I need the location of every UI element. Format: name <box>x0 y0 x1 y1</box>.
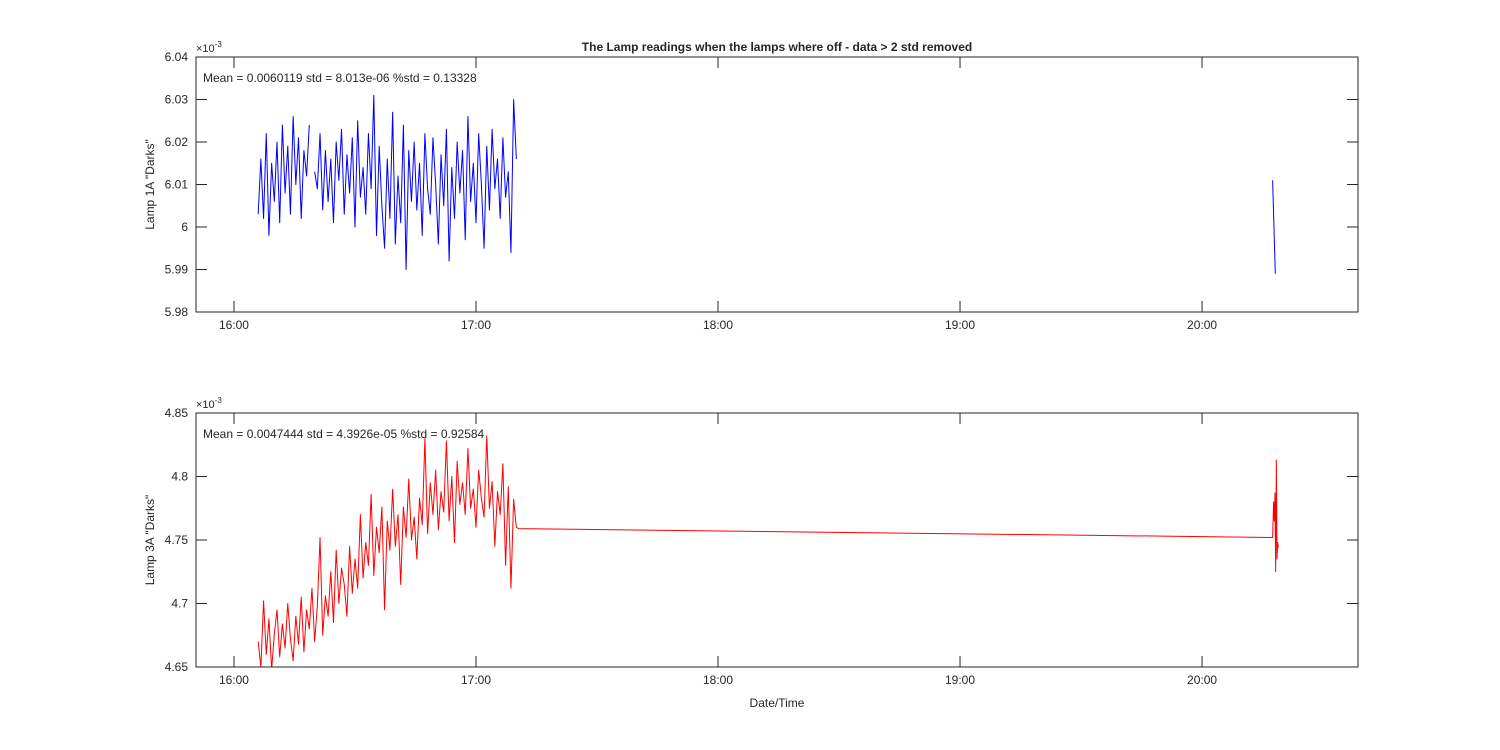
y-axis-label: Lamp 3A "Darks" <box>143 495 157 586</box>
y-tick-label: 4.7 <box>171 597 188 611</box>
y-exponent-label: ×10-3 <box>196 40 222 55</box>
y-exponent: -3 <box>215 40 223 49</box>
x-tick-label: 20:00 <box>1187 318 1217 332</box>
x-tick-label: 18:00 <box>703 673 733 687</box>
y-tick-label: 5.98 <box>165 305 189 319</box>
y-tick-label: 5.99 <box>165 263 189 277</box>
y-exponent-label: ×10-3 <box>196 396 222 411</box>
y-tick-label: 6.04 <box>165 50 189 64</box>
x-tick-label: 17:00 <box>461 673 491 687</box>
axes-box <box>195 56 1359 313</box>
y-tick-label: 6 <box>181 220 188 234</box>
x-tick-label: 19:00 <box>945 318 975 332</box>
figure-title: The Lamp readings when the lamps where o… <box>582 40 972 54</box>
x-tick-label: 17:00 <box>461 318 491 332</box>
y-tick-label: 6.02 <box>165 135 189 149</box>
y-exponent: -3 <box>215 396 223 405</box>
x-tick-label: 18:00 <box>703 318 733 332</box>
stats-annotation: Mean = 0.0047444 std = 4.3926e-05 %std =… <box>203 427 485 441</box>
y-tick-label: 4.85 <box>165 406 189 420</box>
y-tick-label: 4.75 <box>165 533 189 547</box>
y-tick-label: 4.8 <box>171 470 188 484</box>
x-tick-label: 16:00 <box>219 318 249 332</box>
subplots: 16:00 17:00 18:00 19:00 20:00 5.98 5.99 6 6.01 6.… <box>143 40 1359 687</box>
y-axis-label: Lamp 1A "Darks" <box>143 139 157 230</box>
subplot-2: 16:00 17:00 18:00 19:00 20:00 4.65 4.7 4.75 4.8 4… <box>143 396 1359 687</box>
x-axis-label: Date/Time <box>750 696 805 710</box>
subplot-1: 16:00 17:00 18:00 19:00 20:00 5.98 5.99 6 6.01 6.… <box>143 40 1359 332</box>
y-tick-label: 6.01 <box>165 178 189 192</box>
axes-box <box>195 412 1359 668</box>
series-line <box>257 94 517 270</box>
series-line <box>1272 180 1276 274</box>
y-tick-label: 4.65 <box>165 660 189 674</box>
data-series <box>257 435 1279 667</box>
y-tick-label: 6.03 <box>165 93 189 107</box>
stats-annotation: Mean = 0.0060119 std = 8.013e-06 %std = … <box>203 71 477 85</box>
x-tick-label: 16:00 <box>219 673 249 687</box>
series-line <box>257 435 1279 667</box>
x-tick-label: 20:00 <box>1187 673 1217 687</box>
x-tick-label: 19:00 <box>945 673 975 687</box>
data-series <box>257 94 1276 274</box>
